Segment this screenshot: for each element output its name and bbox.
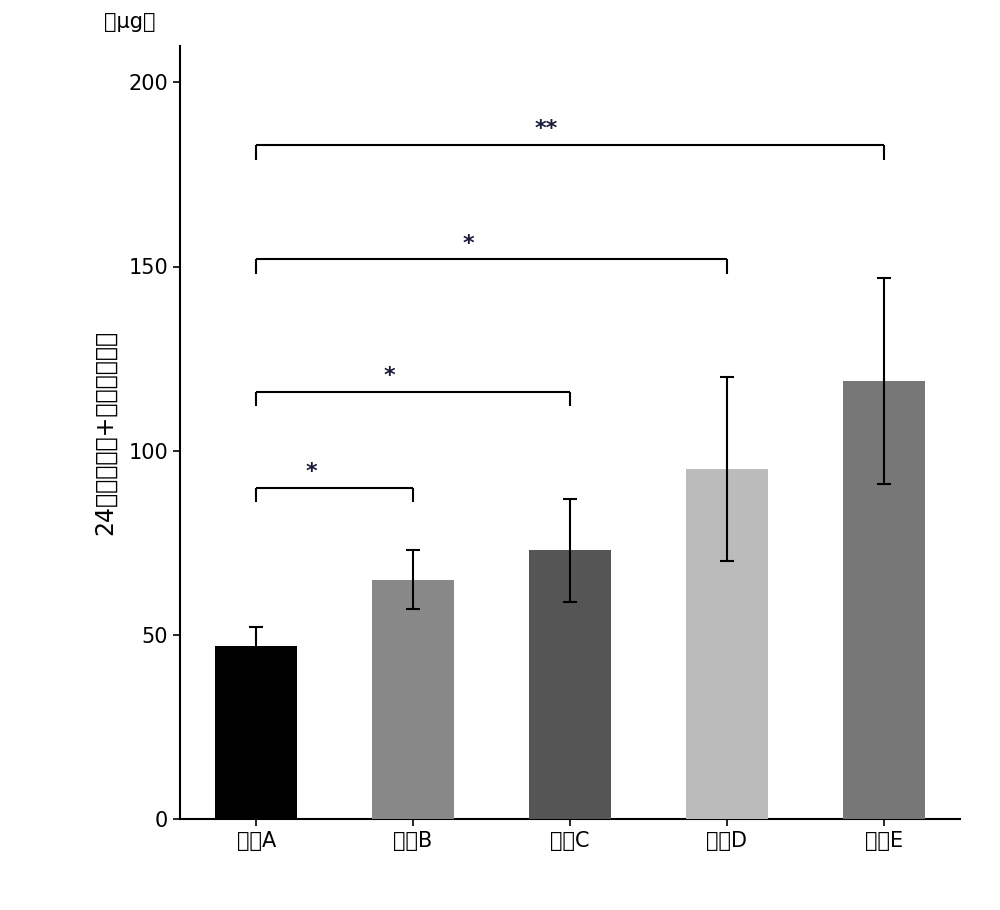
Text: *: * (305, 462, 317, 482)
Text: *: * (462, 234, 474, 254)
Y-axis label: 24小时表皮层+真皮层滤留量: 24小时表皮层+真皮层滤留量 (93, 329, 117, 535)
Bar (372, 580, 454, 819)
Text: *: * (384, 366, 395, 386)
Bar (529, 551, 611, 819)
Text: **: ** (535, 119, 558, 139)
Text: （μg）: （μg） (104, 12, 155, 32)
Bar (215, 646, 297, 819)
Bar (686, 469, 768, 819)
Bar (843, 380, 925, 819)
